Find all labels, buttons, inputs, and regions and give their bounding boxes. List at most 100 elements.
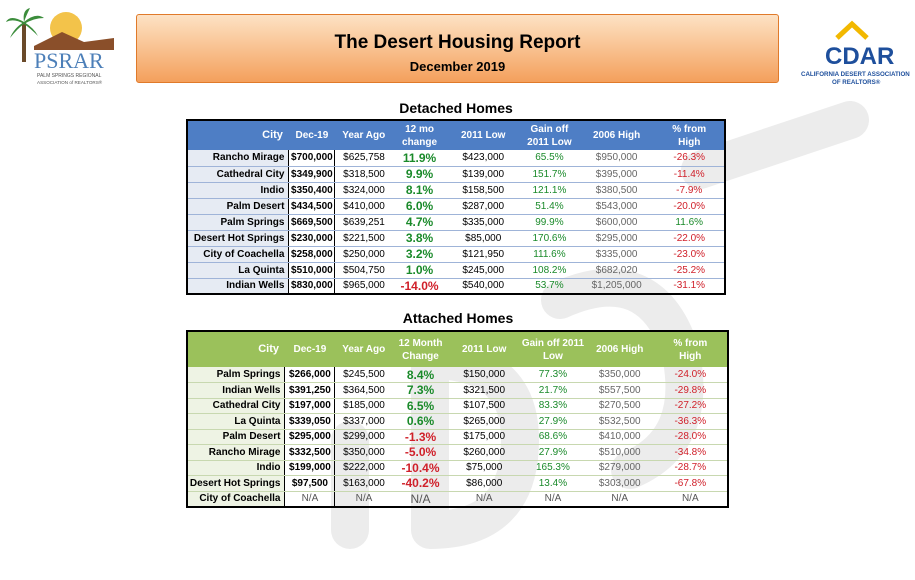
col-change-l2: change [402,136,438,148]
cdar-logo-line2: OF REALTORS® [832,79,881,86]
table-row: Rancho Mirage $332,500 $350,000 -5.0% $260,0… [187,444,728,461]
current-value-cell: $510,000 [288,262,336,279]
high-2006-cell: $295,000 [578,230,655,247]
low-2011-cell: $121,950 [446,246,521,263]
year-ago-cell: $364,500 [334,382,393,399]
city-cell: Cathedral City [187,166,289,183]
year-ago-cell: $221,500 [334,230,393,247]
pct-from-high-cell: 11.6% [654,214,725,231]
current-value-cell: $391,250 [284,382,336,399]
gain-cell: 51.4% [520,198,579,215]
year-ago-cell: $965,000 [334,278,393,295]
col-pct-l1: % from [672,123,707,135]
gain-cell: 21.7% [519,382,586,399]
change-cell: -14.0% [392,278,447,295]
change-cell: -1.3% [392,429,449,445]
high-2006-cell: $600,000 [578,214,655,231]
city-cell: Palm Desert [187,198,289,215]
pct-from-high-cell: -7.9% [654,182,725,199]
current-value-cell: $349,900 [288,166,336,183]
city-cell: City of Coachella [187,491,285,507]
high-2006-cell: $950,000 [578,150,655,167]
low-2011-cell: $175,000 [448,429,520,445]
col-pct-high: % from High [654,120,725,150]
high-2006-cell: $350,000 [585,367,654,383]
cdar-logo: CDAR CALIFORNIA DESERT ASSOCIATION OF RE… [801,20,910,86]
report-banner: The Desert Housing Report December 2019 [136,14,779,83]
table-row: Palm Desert $434,500 $410,000 6.0% $287,000 5… [187,198,725,215]
col-gain-l1: Gain off [530,123,569,135]
col-change-l2: Change [402,350,439,362]
col-current: Dec-19 [288,120,335,150]
pct-from-high-cell: -24.0% [653,367,728,383]
change-cell: 3.2% [392,246,447,263]
current-value-cell: $350,400 [288,182,336,199]
year-ago-cell: $504,750 [334,262,393,279]
pct-from-high-cell: -67.8% [653,475,728,492]
change-cell: 0.6% [392,413,449,430]
current-value-cell: $197,000 [284,398,336,414]
city-cell: Rancho Mirage [187,150,289,167]
gain-cell: 53.7% [520,278,579,295]
col-change: 12 mo change [392,120,447,150]
change-cell: 8.4% [392,367,449,383]
col-pct-l2: High [679,350,702,362]
change-cell: 8.1% [392,182,447,199]
change-cell: 11.9% [392,150,447,167]
table-row: Rancho Mirage $700,000 $625,758 11.9% $423,0… [187,150,725,167]
low-2011-cell: $86,000 [448,475,520,492]
year-ago-cell: $299,000 [334,429,393,445]
table-row: Palm Springs $266,000 $245,500 8.4% $150,000… [187,367,728,383]
pct-from-high-cell: -11.4% [654,166,725,183]
gain-cell: 111.6% [520,246,579,263]
gain-cell: 13.4% [519,475,586,492]
low-2011-cell: N/A [448,491,520,507]
psrar-logo-line2: ASSOCIATION of REALTORS® [37,79,103,85]
year-ago-cell: $163,000 [334,475,393,492]
change-cell: 4.7% [392,214,447,231]
high-2006-cell: $510,000 [585,444,654,461]
col-current: Dec-19 [284,331,335,367]
col-year-ago: Year Ago [334,331,393,367]
city-cell: La Quinta [187,262,289,279]
low-2011-cell: $107,500 [448,398,520,414]
city-cell: Indio [187,182,289,199]
gain-cell: 99.9% [520,214,579,231]
current-value-cell: N/A [284,491,336,507]
current-value-cell: $295,000 [284,429,336,445]
high-2006-cell: $682,020 [578,262,655,279]
change-cell: 1.0% [392,262,447,279]
high-2006-cell: $543,000 [578,198,655,215]
col-pct-l1: % from [673,337,708,349]
gain-cell: 77.3% [519,367,586,383]
year-ago-cell: $245,500 [334,367,393,383]
detached-header-row: City Dec-19 Year Ago 12 mo change 2011 Lo… [187,120,725,150]
col-year-ago: Year Ago [334,120,393,150]
pct-from-high-cell: -26.3% [654,150,725,167]
pct-from-high-cell: -28.7% [653,460,728,476]
cdar-logo-line1: CALIFORNIA DESERT ASSOCIATION [801,71,910,78]
year-ago-cell: $639,251 [334,214,393,231]
table-row: La Quinta $339,050 $337,000 0.6% $265,000 27.… [187,413,728,430]
psrar-logo: PSRAR PALM SPRINGS REGIONAL ASSOCIATION … [6,8,114,85]
attached-table: City Dec-19 Year Ago 12 Month Change 2011… [186,330,729,508]
high-2006-cell: $1,205,000 [578,278,655,295]
detached-title: Detached Homes [399,100,513,116]
year-ago-cell: $625,758 [334,150,393,167]
city-cell: Desert Hot Springs [187,230,289,247]
high-2006-cell: $303,000 [585,475,654,492]
high-2006-cell: $270,500 [585,398,654,414]
low-2011-cell: $75,000 [448,460,520,476]
gain-cell: 151.7% [520,166,579,183]
col-gain-l1: Gain off 2011 [521,337,585,349]
high-2006-cell: $410,000 [585,429,654,445]
table-row: Cathedral City $349,900 $318,500 9.9% $139,0… [187,166,725,183]
low-2011-cell: $139,000 [446,166,521,183]
report-title: The Desert Housing Report [334,32,581,53]
year-ago-cell: $324,000 [334,182,393,199]
low-2011-cell: $540,000 [446,278,521,295]
current-value-cell: $669,500 [288,214,336,231]
low-2011-cell: $245,000 [446,262,521,279]
col-change-l1: 12 mo [405,123,434,135]
cdar-logo-text: CDAR [825,43,894,70]
